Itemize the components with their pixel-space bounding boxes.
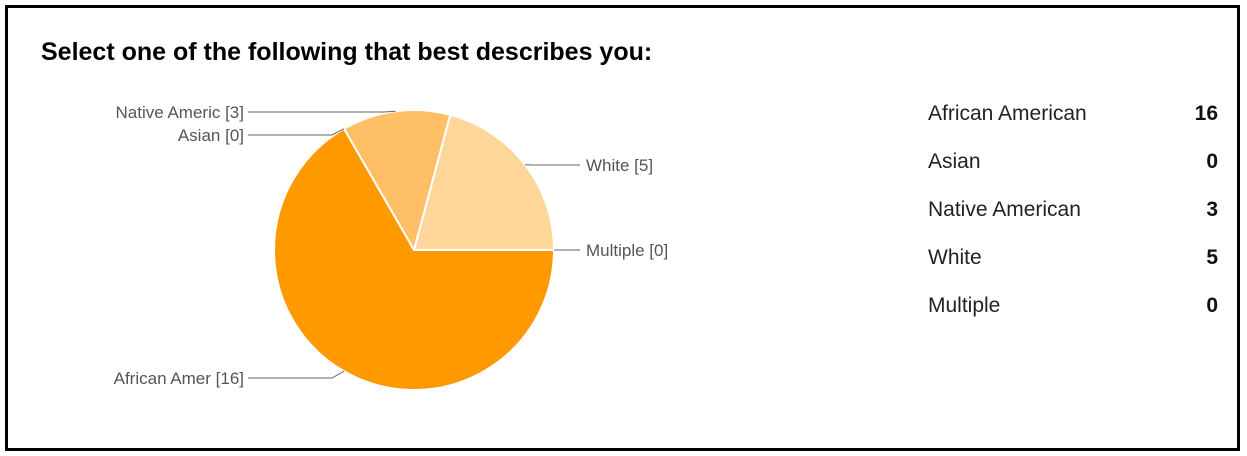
row-count: 3 [1206, 198, 1218, 221]
leader-line [248, 370, 345, 379]
table-row: White 5 [918, 234, 1228, 282]
slice-label: Multiple [0] [586, 241, 668, 260]
row-label: Multiple [928, 294, 1001, 317]
pie-slice-labels: African Amer [16] Asian [0] Native Americ … [114, 103, 669, 388]
leader-line [248, 128, 345, 136]
row-label: White [928, 246, 982, 269]
slice-label: White [5] [586, 156, 653, 175]
pie-slice-native-american [342, 109, 452, 253]
question-title: Select one of the following that best de… [41, 38, 653, 66]
table-row: African American 16 [918, 90, 1228, 138]
pie-slices [273, 109, 556, 391]
row-label: Native American [928, 198, 1081, 221]
row-count: 5 [1206, 246, 1218, 269]
slice-label: Native Americ [3] [116, 103, 245, 122]
slice-label: African Amer [16] [114, 369, 244, 388]
survey-result-panel [5, 5, 1240, 451]
row-label: Asian [928, 150, 981, 173]
pie-slice-african-american [273, 127, 556, 391]
table-row: Multiple 0 [918, 282, 1228, 330]
pie-slice-white [412, 113, 556, 251]
slice-label: Asian [0] [178, 126, 244, 145]
table-row: Native American 3 [918, 186, 1228, 234]
row-count: 0 [1206, 294, 1218, 317]
row-count: 0 [1206, 150, 1218, 173]
response-count-table: African American 16 Asian 0 Native Ameri… [918, 90, 1228, 330]
row-count: 16 [1194, 102, 1218, 125]
row-label: African American [928, 102, 1087, 125]
leader-line [248, 110, 396, 113]
table-row: Asian 0 [918, 138, 1228, 186]
